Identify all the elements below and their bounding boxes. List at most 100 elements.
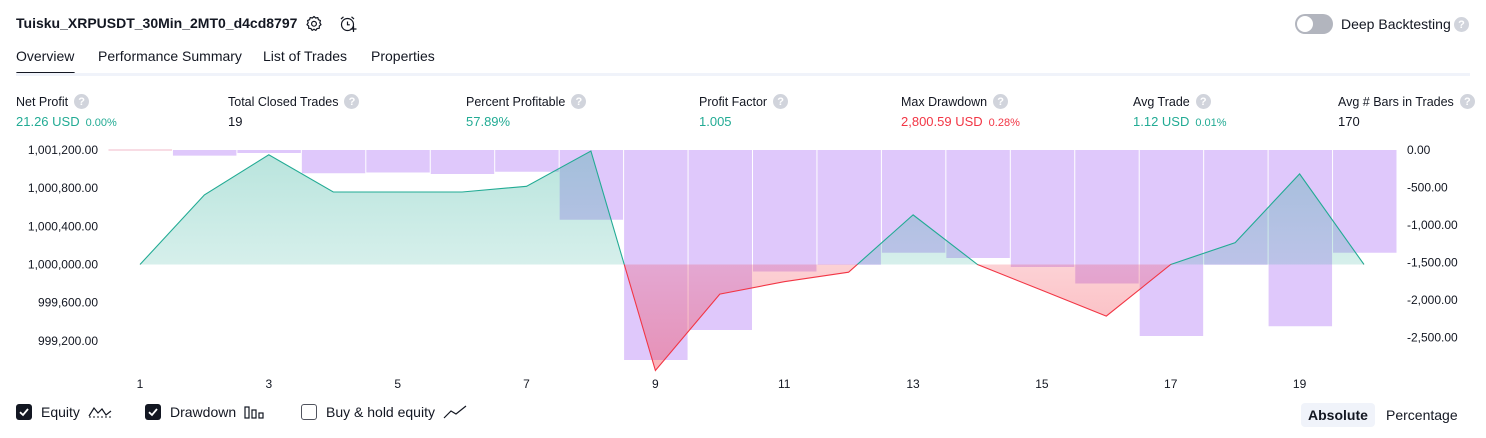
metric-value: 57.89% — [466, 114, 511, 129]
left-axis-tick-label: 1,000,800.00 — [28, 181, 98, 195]
right-axis-tick-label: -2,000.00 — [1407, 293, 1458, 307]
equity-line-down — [140, 264, 1364, 372]
x-axis-tick-label: 15 — [1035, 377, 1049, 391]
metric-value: 21.26 USD — [16, 114, 80, 129]
x-axis-tick-label: 17 — [1164, 377, 1178, 391]
buy-hold-checkbox[interactable] — [301, 404, 317, 420]
metric-profit-factor: Profit Factor? 1.005 — [699, 94, 789, 129]
equity-checkbox[interactable] — [16, 404, 32, 420]
x-axis-tick-label: 19 — [1293, 377, 1307, 391]
metric-label: Avg # Bars in Trades — [1338, 94, 1454, 109]
deep-backtesting-toggle[interactable] — [1295, 14, 1333, 34]
tab-performance-summary[interactable]: Performance Summary — [98, 48, 242, 64]
drawdown-bar — [817, 150, 881, 265]
legend-equity[interactable]: Equity — [16, 404, 112, 420]
left-axis-tick-label: 1,001,200.00 — [28, 143, 98, 157]
right-axis-tick-label: 0.00 — [1407, 143, 1431, 157]
tab-overview[interactable]: Overview — [16, 48, 75, 64]
drawdown-bar — [1010, 150, 1075, 267]
check-icon — [19, 408, 29, 417]
buy-hold-line-icon — [443, 405, 467, 419]
drawdown-bar — [237, 150, 301, 153]
equity-line-up — [139, 150, 1365, 265]
left-axis-tick-label: 1,000,000.00 — [28, 258, 98, 272]
x-axis-tick-label: 11 — [778, 377, 791, 391]
metric-label: Avg Trade — [1133, 94, 1190, 109]
right-axis: 0.00 -500.00 -1,000.00 -1,500.00 -2,000.00 -2… — [1407, 143, 1458, 345]
alarm-plus-icon-glyph — [340, 16, 357, 32]
metric-value: 19 — [228, 114, 243, 129]
left-axis: 1,001,200.00 1,000,800.00 1,000,400.00 1,00… — [28, 143, 98, 348]
x-axis: 1 3 5 7 9 11 13 15 17 19 — [137, 377, 1307, 391]
equity-areas — [140, 151, 1364, 371]
metric-percent: 0.28% — [988, 117, 1020, 129]
gear-icon-glyph — [306, 15, 322, 31]
metric-value: 170 — [1338, 114, 1360, 129]
info-icon[interactable]: ? — [74, 94, 90, 109]
right-axis-tick-label: -1,500.00 — [1407, 256, 1458, 270]
deep-backtesting-label: Deep Backtesting — [1341, 16, 1451, 32]
gear-icon[interactable] — [303, 13, 325, 35]
tab-divider — [16, 73, 1470, 76]
right-axis-tick-label: -500.00 — [1407, 181, 1448, 195]
metric-percent: 0.00% — [85, 117, 117, 129]
help-icon[interactable]: ? — [1454, 17, 1469, 32]
drawdown-bar — [946, 150, 1010, 258]
metric-max-drawdown: Max Drawdown? 2,800.59 USD 0.28% — [901, 94, 1020, 129]
x-axis-tick-label: 1 — [137, 377, 144, 391]
info-icon[interactable]: ? — [993, 94, 1009, 109]
strategy-title: Tuisku_XRPUSDT_30Min_2MT0_d4cd8797 — [16, 15, 298, 31]
drawdown-checkbox[interactable] — [145, 404, 161, 420]
buy-hold-label: Buy & hold equity — [326, 404, 435, 420]
drawdown-bar — [1139, 150, 1204, 336]
x-axis-tick-label: 5 — [394, 377, 401, 391]
equity-lines — [139, 150, 1365, 372]
metric-value: 1.12 USD — [1133, 114, 1190, 129]
percentage-button[interactable]: Percentage — [1386, 407, 1458, 423]
x-axis-tick-label: 3 — [265, 377, 272, 391]
info-icon[interactable]: ? — [344, 94, 360, 109]
tab-list-of-trades[interactable]: List of Trades — [263, 48, 348, 64]
x-axis-tick-label: 9 — [652, 377, 659, 391]
check-icon — [148, 408, 158, 417]
left-axis-tick-label: 999,600.00 — [38, 296, 98, 310]
metric-label: Net Profit — [16, 94, 69, 109]
absolute-button[interactable]: Absolute — [1301, 403, 1375, 427]
info-icon[interactable]: ? — [1459, 94, 1475, 109]
metric-label: Total Closed Trades — [228, 94, 339, 109]
drawdown-bar — [301, 150, 366, 174]
equity-area-below — [624, 264, 1171, 371]
info-icon[interactable]: ? — [571, 94, 587, 109]
alarm-plus-icon[interactable] — [337, 13, 359, 35]
drawdown-bar — [495, 150, 559, 172]
drawdown-bar — [366, 150, 430, 173]
legend-buy-hold[interactable]: Buy & hold equity — [301, 404, 467, 420]
metric-avg-trade: Avg Trade? 1.12 USD 0.01% — [1133, 94, 1227, 129]
metric-total-closed-trades: Total Closed Trades? 19 — [228, 94, 360, 129]
equity-chart[interactable]: 1,001,200.00 1,000,800.00 1,000,400.00 1,00… — [0, 135, 1486, 395]
left-axis-tick-label: 1,000,400.00 — [28, 219, 98, 233]
metric-percent-profitable: Percent Profitable? 57.89% — [466, 94, 587, 129]
info-icon[interactable]: ? — [1195, 94, 1211, 109]
metric-label: Profit Factor — [699, 94, 768, 109]
metric-label: Max Drawdown — [901, 94, 988, 109]
drawdown-label: Drawdown — [170, 404, 237, 420]
metric-percent: 0.01% — [1195, 117, 1227, 129]
metric-net-profit: Net Profit? 21.26 USD 0.00% — [16, 94, 117, 129]
x-axis-tick-label: 13 — [906, 377, 920, 391]
drawdown-bars-icon — [244, 406, 264, 419]
equity-line-icon — [88, 406, 112, 418]
info-icon[interactable]: ? — [773, 94, 789, 109]
right-axis-tick-label: -1,000.00 — [1407, 218, 1458, 232]
left-axis-tick-label: 999,200.00 — [38, 334, 98, 348]
legend-drawdown[interactable]: Drawdown — [145, 404, 264, 420]
drawdown-bar — [430, 150, 495, 174]
drawdown-bar — [753, 150, 817, 272]
tab-properties[interactable]: Properties — [371, 48, 435, 64]
equity-label: Equity — [41, 404, 80, 420]
metric-value: 2,800.59 USD — [901, 114, 983, 129]
right-axis-tick-label: -2,500.00 — [1407, 331, 1458, 345]
equity-area-above — [140, 151, 1364, 265]
metric-label: Percent Profitable — [466, 94, 566, 109]
toggle-knob — [1297, 16, 1313, 32]
